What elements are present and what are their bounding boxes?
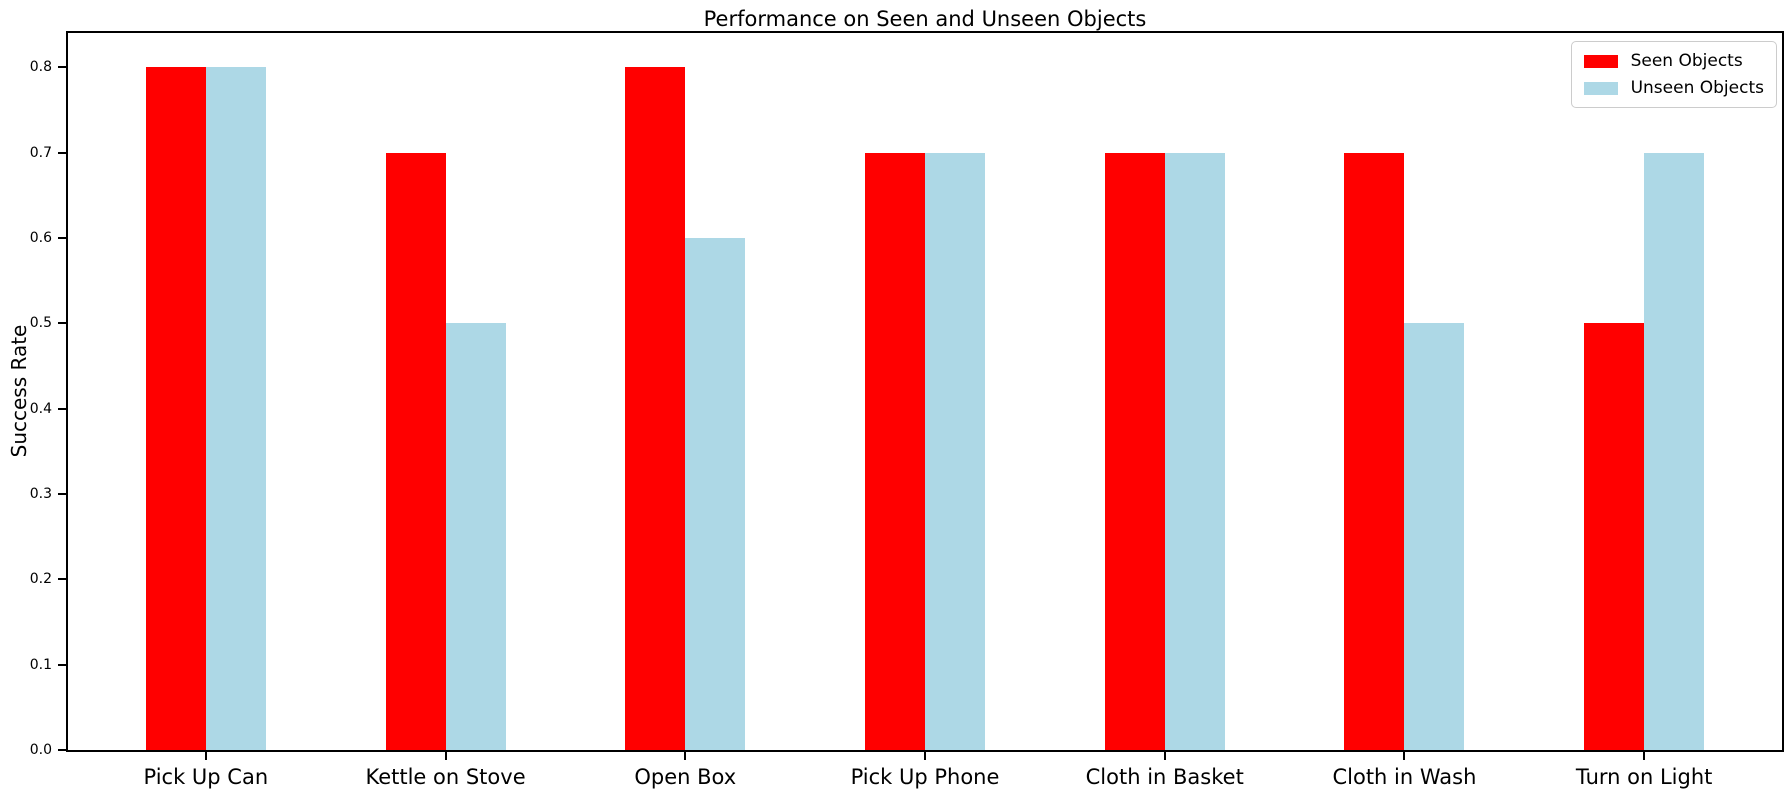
x-tick-label-pick-up-phone: Pick Up Phone	[850, 765, 1000, 789]
legend-item-seen-objects: Seen Objects	[1583, 51, 1764, 71]
y-tick-label: 0.6	[29, 229, 52, 246]
bar-unseen-objects-kettle-on-stove	[445, 323, 506, 750]
x-tick-mark	[1643, 752, 1646, 760]
x-tick-mark	[1403, 752, 1406, 760]
bar-unseen-objects-cloth-in-wash	[1404, 323, 1465, 750]
bar-seen-objects-cloth-in-wash	[1344, 152, 1405, 750]
y-tick-label: 0.2	[29, 571, 52, 588]
bar-unseen-objects-pick-up-phone	[925, 152, 985, 750]
y-tick-label: 0.1	[29, 656, 52, 673]
x-tick-mark	[1163, 752, 1166, 760]
y-tick-mark	[58, 322, 66, 325]
chart-title: Performance on Seen and Unseen Objects	[703, 7, 1147, 31]
x-tick-label-cloth-in-basket: Cloth in Basket	[1085, 765, 1244, 789]
y-tick-label: 0.0	[29, 742, 52, 758]
y-tick-mark	[58, 578, 66, 581]
y-axis-label: Success Rate	[7, 324, 31, 458]
y-tick-label: 0.4	[29, 400, 52, 417]
y-tick-mark	[58, 66, 66, 69]
legend-label-seen-objects: Seen Objects	[1630, 51, 1743, 71]
x-tick-mark	[204, 752, 207, 760]
bar-seen-objects-cloth-in-basket	[1104, 152, 1165, 750]
bar-seen-objects-pick-up-can	[145, 67, 206, 750]
y-tick-mark	[58, 663, 66, 666]
legend-label-unseen-objects: Unseen Objects	[1630, 78, 1764, 98]
bar-unseen-objects-cloth-in-basket	[1164, 152, 1225, 750]
y-tick-mark	[58, 492, 66, 495]
legend: Seen Objects Unseen Objects	[1570, 41, 1777, 108]
legend-swatch-unseen-objects	[1583, 81, 1618, 95]
bar-seen-objects-kettle-on-stove	[385, 152, 446, 750]
y-tick-label: 0.5	[29, 315, 52, 332]
bar-seen-objects-open-box	[625, 67, 686, 750]
legend-item-unseen-objects: Unseen Objects	[1583, 78, 1764, 98]
x-tick-mark	[924, 752, 926, 760]
y-tick-label: 0.3	[29, 485, 52, 502]
y-tick-mark	[58, 749, 66, 751]
bar-unseen-objects-pick-up-can	[205, 67, 266, 750]
y-tick-label: 0.7	[29, 144, 52, 161]
bar-unseen-objects-turn-on-light	[1644, 152, 1705, 750]
x-tick-label-pick-up-can: Pick Up Can	[143, 765, 269, 789]
x-tick-label-open-box: Open Box	[634, 765, 737, 789]
y-tick-label: 0.8	[29, 59, 52, 76]
x-tick-label-turn-on-light: Turn on Light	[1575, 765, 1713, 789]
bar-seen-objects-turn-on-light	[1584, 323, 1645, 750]
plot-area: 0.0 0.1 0.2 0.3 0.4 0.5 0.6 0.7 0.8 Pick Up Can K…	[30, 31, 1784, 789]
x-tick-label-kettle-on-stove: Kettle on Stove	[365, 765, 526, 789]
bar-seen-objects-pick-up-phone	[865, 152, 925, 750]
legend-swatch-seen-objects	[1583, 54, 1618, 68]
y-tick-mark	[58, 236, 66, 239]
x-tick-mark	[444, 752, 447, 760]
y-tick-mark	[58, 407, 66, 410]
bar-unseen-objects-open-box	[685, 237, 746, 750]
x-tick-mark	[684, 752, 687, 760]
x-tick-label-cloth-in-wash: Cloth in Wash	[1332, 765, 1477, 789]
y-tick-mark	[58, 151, 66, 154]
